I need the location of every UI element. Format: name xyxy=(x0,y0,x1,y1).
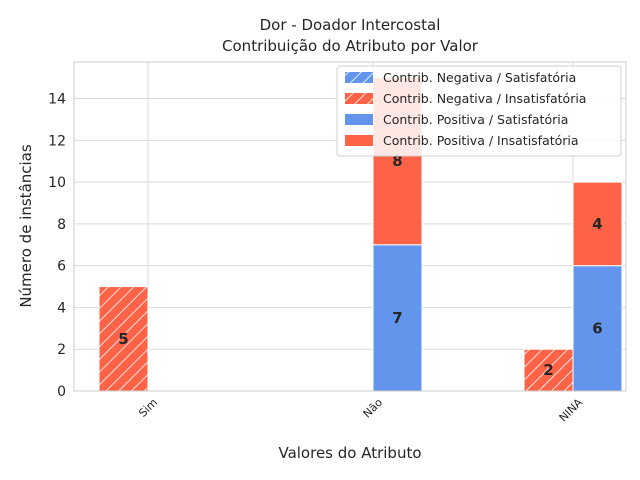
x-tick-label: Sim xyxy=(136,396,160,420)
bar-segment xyxy=(572,181,623,267)
y-tick-label: 12 xyxy=(48,133,66,149)
y-tick-label: 8 xyxy=(57,217,66,233)
bar-value-label: 5 xyxy=(118,330,128,348)
y-tick-label: 4 xyxy=(57,300,66,316)
bar-value-label: 7 xyxy=(392,309,402,327)
legend-entry-label: Contrib. Negativa / Satisfatória xyxy=(383,70,576,85)
x-tick-label: Não xyxy=(361,396,386,421)
y-tick-label: 0 xyxy=(57,384,66,400)
legend: Contrib. Negativa / Satisfatória Contrib.… xyxy=(336,65,622,157)
bar-segment xyxy=(572,265,623,392)
chart-subtitle: Contribuição do Atributo por Valor xyxy=(222,37,479,55)
y-tick-label: 6 xyxy=(57,259,66,275)
bar-value-label: 6 xyxy=(592,319,602,337)
y-tick-label: 10 xyxy=(48,175,66,191)
chart-title: Dor - Doador Intercostal xyxy=(260,16,441,34)
legend-box xyxy=(336,65,622,157)
legend-swatch xyxy=(345,93,373,104)
y-tick-label: 2 xyxy=(57,342,66,358)
x-axis-label: Valores do Atributo xyxy=(278,444,421,462)
bar-value-label: 2 xyxy=(543,361,553,379)
bar-value-labels: 5 7 8 2 6 4 xyxy=(118,152,602,379)
legend-swatch xyxy=(345,114,373,125)
legend-entry-label: Contrib. Positiva / Insatisfatória xyxy=(383,133,579,148)
bar-segment xyxy=(98,286,149,392)
bar-value-label: 4 xyxy=(592,215,602,233)
bar-segment xyxy=(523,348,574,392)
legend-swatch xyxy=(345,72,373,83)
y-tick-label: 14 xyxy=(48,92,66,108)
bar-value-label: 8 xyxy=(392,152,402,170)
legend-swatch xyxy=(345,135,373,146)
legend-entry-label: Contrib. Positiva / Satisfatória xyxy=(383,112,568,127)
plot-frame xyxy=(73,61,627,392)
y-axis-label: Número de instâncias xyxy=(17,144,35,308)
bar-segment xyxy=(372,244,423,392)
x-tick-label: NINA xyxy=(557,396,586,425)
legend-entry-label: Contrib. Negativa / Insatisfatória xyxy=(383,91,586,106)
